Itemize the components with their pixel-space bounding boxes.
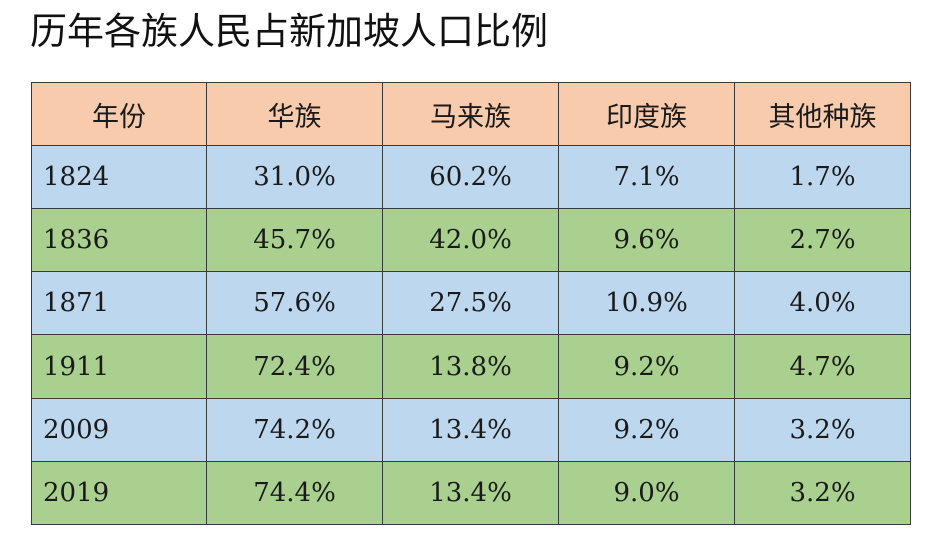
others-cell: 2.7% <box>734 208 911 273</box>
malay-cell: 27.5% <box>382 271 559 336</box>
indian-cell: 9.2% <box>558 334 735 399</box>
chinese-cell: 74.4% <box>206 460 383 526</box>
table-row: 2009 74.2% 13.4% 9.2% 3.2% <box>31 397 911 462</box>
indian-cell: 9.6% <box>558 208 735 273</box>
header-others: 其他种族 <box>734 82 911 146</box>
others-cell: 4.7% <box>734 334 911 399</box>
indian-cell: 9.0% <box>558 460 735 526</box>
page-title: 历年各族人民占新加坡人口比例 <box>30 10 548 53</box>
others-cell: 3.2% <box>734 460 911 526</box>
chinese-cell: 45.7% <box>206 208 383 273</box>
year-cell: 1871 <box>31 271 207 336</box>
malay-cell: 13.8% <box>382 334 559 399</box>
indian-cell: 7.1% <box>558 144 735 210</box>
year-cell: 1911 <box>31 334 207 399</box>
others-cell: 1.7% <box>734 144 911 210</box>
table-row: 2019 74.4% 13.4% 9.0% 3.2% <box>31 460 911 526</box>
header-year: 年份 <box>31 82 207 146</box>
malay-cell: 42.0% <box>382 208 559 273</box>
table-row: 1836 45.7% 42.0% 9.6% 2.7% <box>31 208 911 273</box>
header-chinese: 华族 <box>206 82 383 146</box>
year-cell: 1824 <box>31 144 207 210</box>
table-row: 1871 57.6% 27.5% 10.9% 4.0% <box>31 271 911 336</box>
chinese-cell: 57.6% <box>206 271 383 336</box>
malay-cell: 13.4% <box>382 460 559 526</box>
others-cell: 4.0% <box>734 271 911 336</box>
header-malay: 马来族 <box>382 82 559 146</box>
indian-cell: 10.9% <box>558 271 735 336</box>
chinese-cell: 72.4% <box>206 334 383 399</box>
header-indian: 印度族 <box>558 82 735 146</box>
chinese-cell: 74.2% <box>206 397 383 462</box>
table-row: 1911 72.4% 13.8% 9.2% 4.7% <box>31 334 911 399</box>
year-cell: 1836 <box>31 208 207 273</box>
table-header-row: 年份 华族 马来族 印度族 其他种族 <box>31 82 911 146</box>
malay-cell: 60.2% <box>382 144 559 210</box>
malay-cell: 13.4% <box>382 397 559 462</box>
others-cell: 3.2% <box>734 397 911 462</box>
chinese-cell: 31.0% <box>206 144 383 210</box>
population-table: 年份 华族 马来族 印度族 其他种族 1824 31.0% 60.2% 7.1%… <box>31 82 911 526</box>
indian-cell: 9.2% <box>558 397 735 462</box>
year-cell: 2019 <box>31 460 207 526</box>
table-row: 1824 31.0% 60.2% 7.1% 1.7% <box>31 144 911 210</box>
year-cell: 2009 <box>31 397 207 462</box>
